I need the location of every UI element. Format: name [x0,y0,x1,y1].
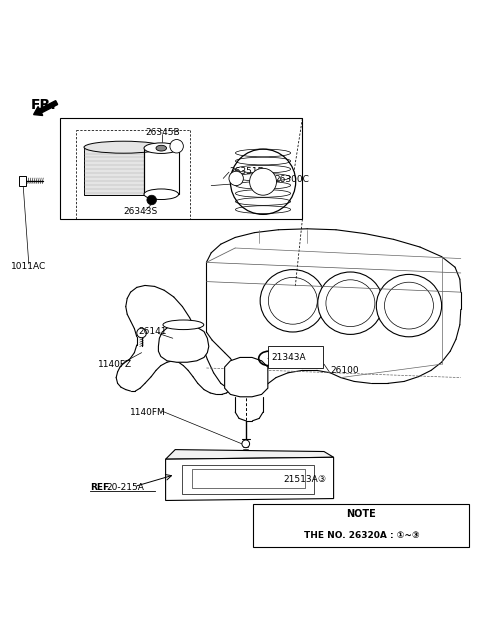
Bar [60,118,302,219]
Text: ②: ② [233,174,240,183]
Text: 1011AC: 1011AC [11,262,46,271]
Text: NOTE: NOTE [347,509,376,520]
Ellipse shape [144,189,179,200]
Text: 26345B: 26345B [145,128,180,138]
Text: 26141: 26141 [138,328,167,337]
Ellipse shape [384,282,433,329]
FancyArrow shape [34,100,58,115]
Polygon shape [158,325,209,362]
Text: 20-215A: 20-215A [107,483,144,493]
Text: ③: ③ [318,475,326,484]
Text: 21513A: 21513A [283,475,318,484]
Text: 1140FM: 1140FM [130,408,165,417]
Text: 26343S: 26343S [124,207,158,216]
Text: 26100: 26100 [330,366,359,375]
Bar [268,346,323,368]
Bar [182,465,314,494]
Ellipse shape [260,269,325,332]
Circle shape [230,149,296,214]
Circle shape [229,171,243,186]
Text: REF.: REF. [90,483,111,493]
Ellipse shape [147,195,156,205]
Text: 1140FZ: 1140FZ [98,360,132,369]
Polygon shape [166,457,334,500]
Ellipse shape [318,272,383,334]
Text: FR.: FR. [31,98,57,112]
Text: 26351D: 26351D [229,166,265,176]
Ellipse shape [242,440,250,448]
Circle shape [250,168,276,195]
Text: ①: ① [173,141,180,151]
Bar [253,504,469,547]
Circle shape [170,140,183,153]
Ellipse shape [84,141,163,153]
Bar [144,148,179,195]
Ellipse shape [268,277,317,324]
Circle shape [137,328,146,338]
Ellipse shape [144,143,179,154]
Ellipse shape [156,145,167,151]
Bar [84,147,163,195]
Ellipse shape [326,280,375,326]
Ellipse shape [163,320,204,330]
Text: THE NO. 26320A : ①~③: THE NO. 26320A : ①~③ [304,531,419,540]
Bar [192,468,305,488]
Ellipse shape [376,275,442,337]
Polygon shape [166,449,334,460]
Polygon shape [19,176,26,186]
Text: 21343A: 21343A [271,353,306,362]
Text: 26300C: 26300C [275,175,310,184]
Polygon shape [225,357,268,397]
